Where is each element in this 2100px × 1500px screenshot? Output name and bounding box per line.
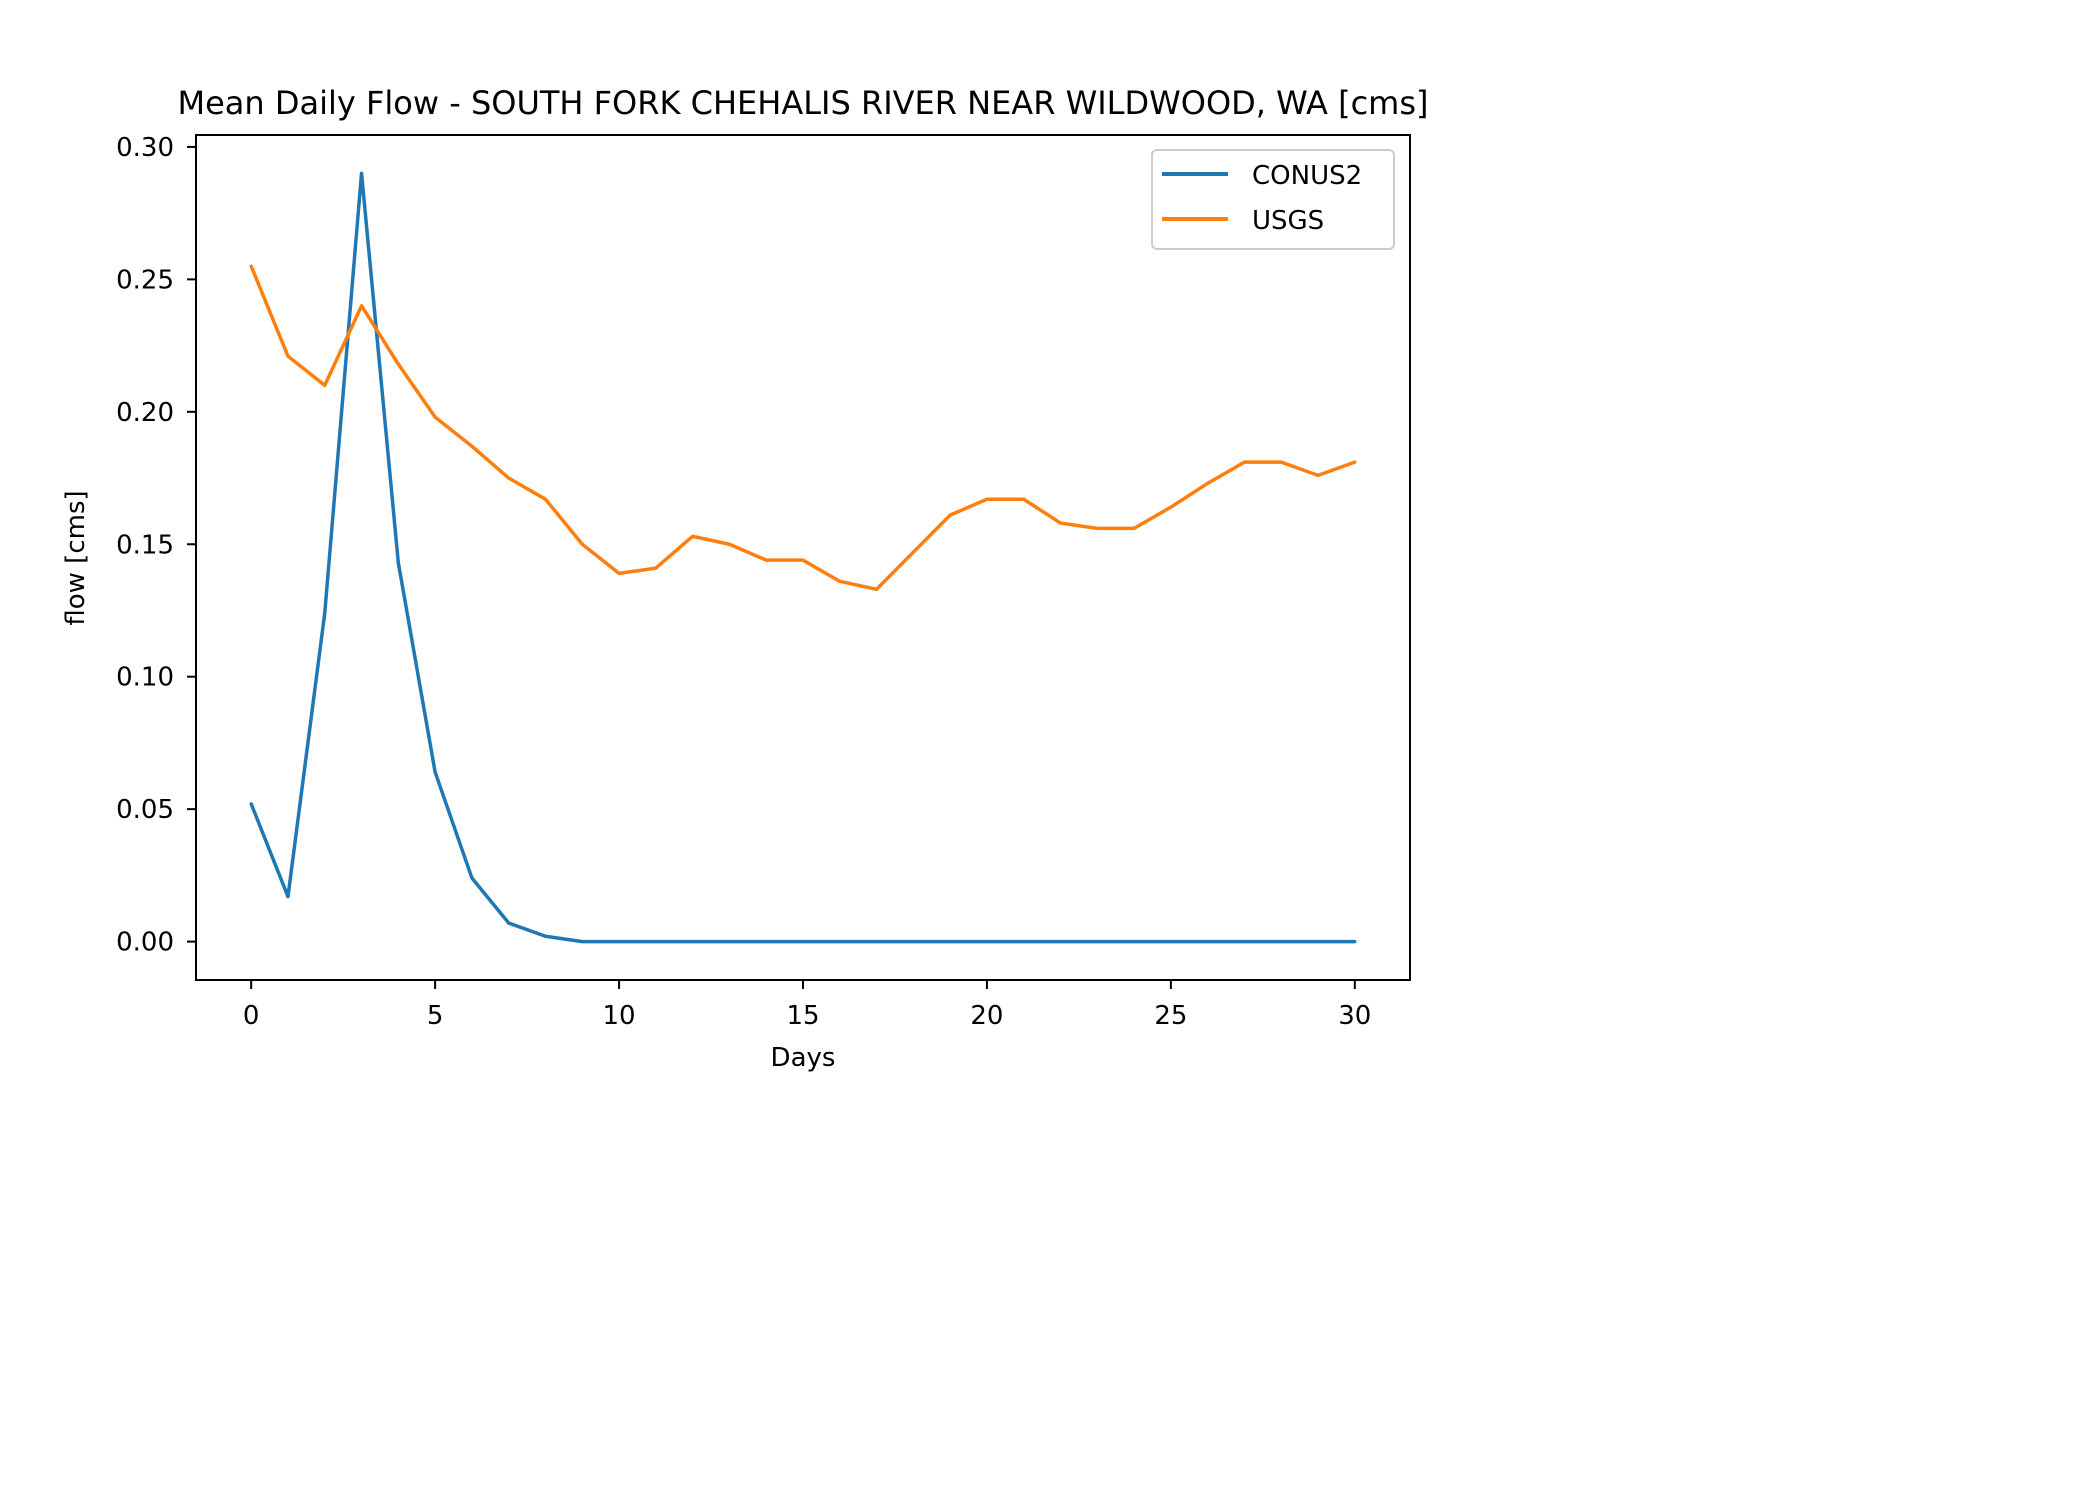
data-point-conus2 xyxy=(727,939,732,944)
data-point-conus2 xyxy=(617,939,621,944)
data-point-conus2 xyxy=(691,939,695,944)
data-point-conus2 xyxy=(911,939,915,944)
y-axis-label: flow [cms] xyxy=(61,490,91,625)
y-tick-label: 0.10 xyxy=(116,663,174,693)
data-point-conus2 xyxy=(764,939,768,944)
data-point-usgs xyxy=(396,362,400,366)
data-point-usgs xyxy=(801,558,805,562)
data-point-usgs xyxy=(654,566,658,570)
data-point-conus2 xyxy=(470,876,474,880)
x-tick-label: 15 xyxy=(786,1001,819,1031)
x-tick-label: 10 xyxy=(603,1001,636,1031)
x-axis: 0 5 10 15 20 25 30 xyxy=(243,980,1371,1031)
data-point-conus2 xyxy=(507,921,511,925)
data-point-conus2 xyxy=(948,939,952,944)
data-point-usgs xyxy=(727,542,732,546)
x-tick-label: 30 xyxy=(1338,1001,1371,1031)
data-point-usgs xyxy=(1169,505,1173,509)
data-point-conus2 xyxy=(359,171,364,176)
data-point-usgs xyxy=(507,476,511,480)
data-point-usgs xyxy=(874,587,879,591)
data-point-usgs xyxy=(1022,497,1026,501)
data-point-conus2 xyxy=(985,939,989,944)
data-point-usgs xyxy=(617,571,621,575)
y-axis: 0.00 0.05 0.10 0.15 0.20 0.25 0.30 xyxy=(116,133,196,958)
data-point-conus2 xyxy=(654,939,658,944)
data-point-conus2 xyxy=(580,939,584,944)
data-point-usgs xyxy=(985,497,989,501)
data-point-usgs xyxy=(580,542,584,546)
y-tick-label: 0.30 xyxy=(116,133,174,163)
data-point-usgs xyxy=(323,383,327,387)
data-point-usgs xyxy=(1316,473,1320,477)
data-point-usgs xyxy=(691,534,695,538)
data-point-conus2 xyxy=(1058,939,1063,944)
legend-label-conus2: CONUS2 xyxy=(1252,161,1362,191)
data-point-usgs xyxy=(543,497,548,501)
chart-figure: Mean Daily Flow - SOUTH FORK CHEHALIS RI… xyxy=(61,84,1429,1073)
data-point-usgs xyxy=(433,415,437,419)
data-point-conus2 xyxy=(801,939,805,944)
data-point-conus2 xyxy=(543,934,548,938)
data-point-usgs xyxy=(286,354,290,358)
data-point-usgs xyxy=(1242,460,1247,464)
x-tick-label: 0 xyxy=(243,1001,260,1031)
y-tick-label: 0.00 xyxy=(116,928,174,958)
data-point-usgs xyxy=(764,558,768,562)
data-point-conus2 xyxy=(1353,939,1357,944)
data-point-conus2 xyxy=(874,939,879,944)
data-point-usgs xyxy=(249,264,253,268)
data-point-usgs xyxy=(948,513,952,517)
data-point-usgs xyxy=(838,579,842,583)
data-point-conus2 xyxy=(1169,939,1173,944)
data-point-conus2 xyxy=(1095,939,1099,944)
data-point-conus2 xyxy=(1316,939,1320,944)
data-point-conus2 xyxy=(1206,939,1210,944)
data-point-conus2 xyxy=(249,802,253,806)
series-layer xyxy=(249,171,1357,944)
x-tick-label: 5 xyxy=(427,1001,444,1031)
data-point-usgs xyxy=(1206,481,1210,485)
data-point-usgs xyxy=(359,304,364,308)
legend: CONUS2 USGS xyxy=(1151,149,1395,250)
data-point-conus2 xyxy=(433,770,437,774)
x-tick-label: 20 xyxy=(970,1001,1003,1031)
data-point-conus2 xyxy=(286,894,290,899)
data-point-usgs xyxy=(1095,526,1099,530)
data-point-conus2 xyxy=(323,611,327,615)
data-point-usgs xyxy=(911,550,915,554)
data-point-usgs xyxy=(470,444,474,448)
y-tick-label: 0.15 xyxy=(116,530,174,560)
data-point-conus2 xyxy=(1022,939,1026,944)
data-point-conus2 xyxy=(838,939,842,944)
data-point-conus2 xyxy=(1279,939,1283,944)
chart-title: Mean Daily Flow - SOUTH FORK CHEHALIS RI… xyxy=(178,84,1429,122)
data-point-conus2 xyxy=(1132,939,1136,944)
y-tick-label: 0.20 xyxy=(116,398,174,428)
legend-label-usgs: USGS xyxy=(1252,206,1324,236)
data-point-conus2 xyxy=(396,561,400,565)
data-point-usgs xyxy=(1353,460,1357,464)
data-point-usgs xyxy=(1058,521,1063,525)
y-tick-label: 0.05 xyxy=(116,795,174,825)
data-point-conus2 xyxy=(1242,939,1247,944)
x-axis-label: Days xyxy=(771,1043,836,1073)
data-point-usgs xyxy=(1132,526,1136,530)
y-tick-label: 0.25 xyxy=(116,265,174,295)
x-tick-label: 25 xyxy=(1154,1001,1187,1031)
data-point-usgs xyxy=(1279,460,1283,464)
